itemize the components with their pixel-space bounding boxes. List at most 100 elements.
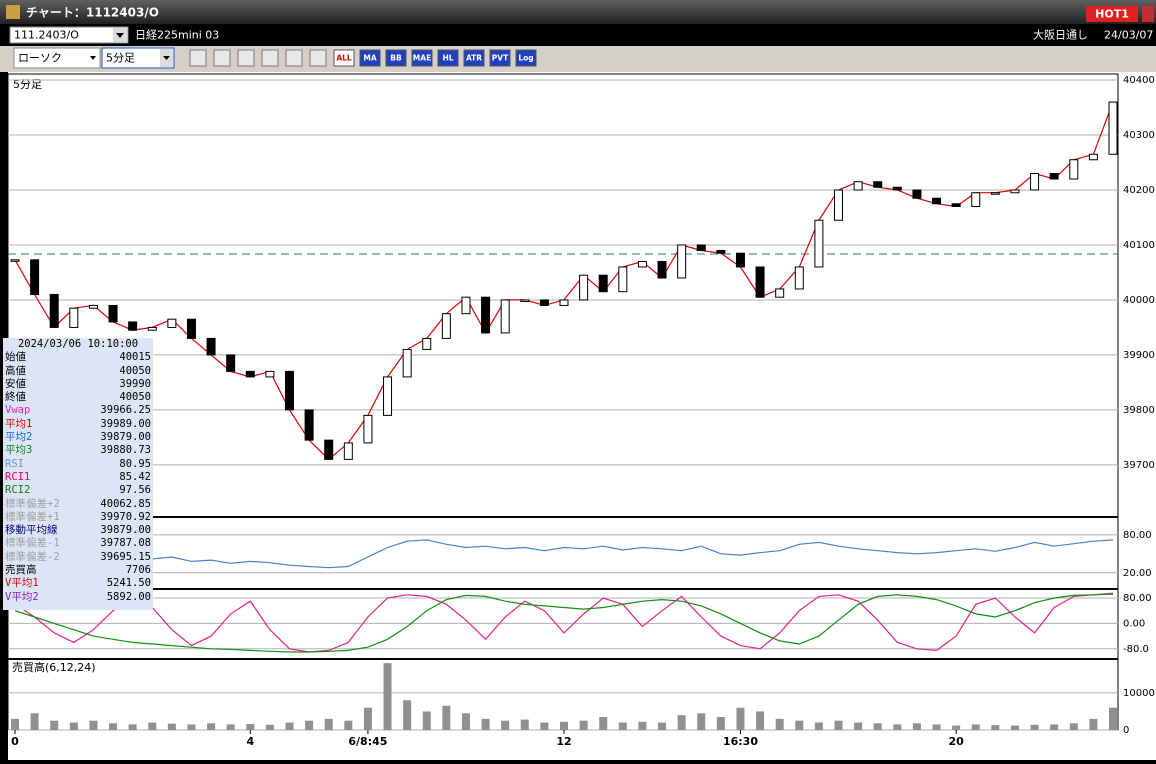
- candle: [951, 203, 961, 207]
- candle: [500, 299, 510, 334]
- tool-button[interactable]: [411, 49, 433, 67]
- window-title: チャート：1112403/O: [26, 6, 159, 20]
- tool-button[interactable]: [237, 49, 255, 67]
- volume-bar: [912, 723, 921, 730]
- volume-bar: [814, 722, 823, 730]
- instrument-name: 日経225mini 03: [135, 29, 219, 42]
- tool-button[interactable]: [213, 49, 231, 67]
- info-row: 標準偏差-1 39787.08: [5, 537, 151, 550]
- code-input[interactable]: [9, 26, 129, 44]
- info-label: 高値: [5, 364, 26, 377]
- volume-bar: [167, 723, 176, 730]
- info-value: 40062.85: [100, 497, 151, 510]
- volume-bar: [1109, 707, 1117, 730]
- interval-text: 5分足: [106, 52, 135, 65]
- volume-bar: [736, 707, 745, 730]
- volume-bar: [834, 720, 843, 730]
- volume-bar: [1010, 725, 1019, 730]
- info-row: RCI1 85.42: [5, 471, 151, 484]
- candle: [990, 192, 1000, 195]
- candle: [226, 354, 236, 372]
- info-label: V平均1: [5, 577, 39, 590]
- tool-button[interactable]: [359, 49, 381, 67]
- code-text: 111.2403/O: [14, 29, 79, 42]
- tool-button[interactable]: [515, 49, 537, 67]
- info-label: RCI2: [5, 484, 31, 497]
- volume-bar: [265, 724, 274, 730]
- volume-bar: [305, 720, 314, 730]
- volume-bar: [795, 720, 804, 730]
- volume-bar: [756, 711, 765, 730]
- date: 24/03/07: [1104, 29, 1153, 42]
- volume-bar: [520, 719, 529, 730]
- volume-bar: [344, 720, 353, 730]
- candle: [1010, 189, 1020, 194]
- tool-button[interactable]: [189, 49, 207, 67]
- y-tick-label: 0.00: [1123, 618, 1145, 629]
- info-value: 85.42: [119, 470, 151, 483]
- info-label: 標準偏差+2: [5, 497, 60, 510]
- hot-badge[interactable]: [1086, 6, 1138, 22]
- tool-button[interactable]: [489, 49, 511, 67]
- volume-bar: [461, 713, 470, 730]
- y-tick-label: 40200: [1123, 185, 1155, 196]
- candle: [834, 189, 843, 221]
- volume-bar: [775, 718, 784, 730]
- candle: [735, 252, 745, 268]
- candle: [814, 219, 824, 268]
- info-datetime: 2024/03/06 10:10:00: [17, 338, 139, 350]
- info-row: 終値 40050: [5, 391, 151, 404]
- tool-button[interactable]: [309, 49, 327, 67]
- info-label: 平均1: [5, 417, 33, 430]
- info-value: 97.56: [119, 484, 151, 497]
- tool-button-text: BB: [390, 54, 402, 63]
- info-label: RSI: [5, 457, 24, 470]
- candle: [892, 186, 902, 191]
- tool-button[interactable]: [285, 49, 303, 67]
- candle: [69, 307, 79, 328]
- candle: [853, 181, 863, 191]
- candle: [775, 288, 785, 298]
- volume-bar: [971, 724, 980, 730]
- tool-button-text: ATR: [466, 54, 482, 63]
- candle: [343, 442, 353, 460]
- close-button[interactable]: [1142, 6, 1154, 22]
- candle: [677, 244, 687, 279]
- info-row: V平均2 5892.00: [5, 591, 151, 604]
- y-tick-label: 39800: [1123, 405, 1155, 416]
- info-label: 標準偏差-2: [5, 550, 60, 563]
- tool-button[interactable]: [261, 49, 279, 67]
- tool-button[interactable]: [437, 49, 459, 67]
- candle: [755, 266, 765, 298]
- tool-button-text: Log: [518, 54, 533, 63]
- rci-line: [14, 593, 1114, 653]
- tool-button-text: MA: [363, 54, 376, 63]
- candle: [539, 299, 549, 306]
- interval-select[interactable]: [101, 47, 175, 69]
- dropdown-arrow: [116, 33, 124, 38]
- candle: [128, 321, 138, 331]
- candle: [618, 266, 628, 293]
- candle: [324, 439, 334, 460]
- candle: [245, 370, 255, 378]
- info-row: 標準偏差+2 40062.85: [5, 498, 151, 511]
- candle: [873, 181, 883, 188]
- volume-bar: [1089, 718, 1098, 730]
- tool-button[interactable]: [333, 49, 355, 67]
- info-label: 終値: [5, 391, 26, 404]
- volume-bar: [1030, 724, 1039, 730]
- info-value: 39695.15: [100, 550, 151, 563]
- y-tick-label: 40400: [1123, 75, 1155, 86]
- candle: [520, 299, 530, 302]
- tool-button[interactable]: [385, 49, 407, 67]
- info-value: 80.95: [119, 457, 151, 470]
- volume-bar: [658, 722, 667, 730]
- info-row: 安値 39990: [5, 378, 151, 391]
- tool-button[interactable]: [463, 49, 485, 67]
- x-tick-label: 16:30: [723, 735, 758, 748]
- app-icon: [6, 5, 20, 19]
- chart-type-select[interactable]: [13, 47, 101, 69]
- candle: [186, 318, 196, 339]
